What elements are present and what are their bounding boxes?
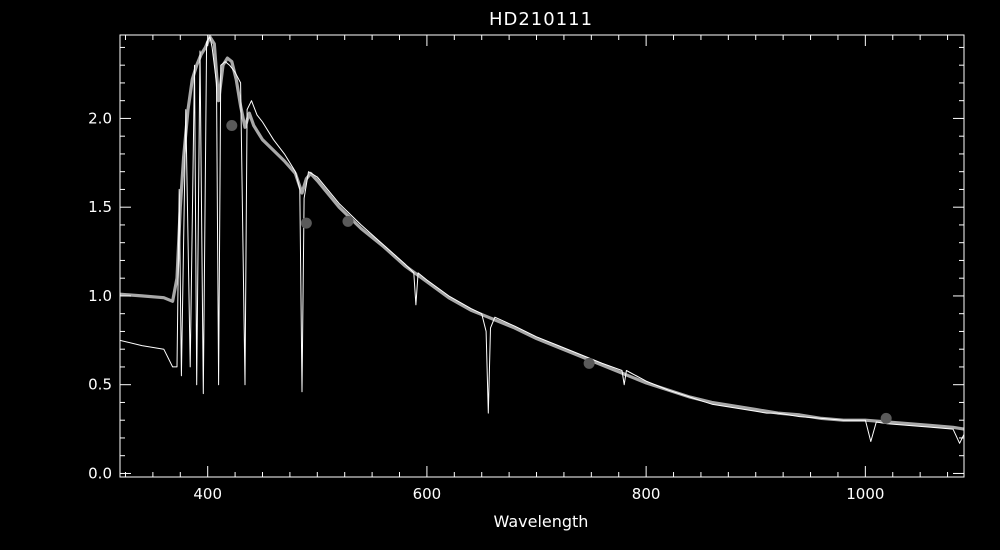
photometry-point	[880, 412, 892, 424]
y-tick-label: 0.0	[88, 464, 112, 482]
photometry-point	[342, 215, 354, 227]
model-spectrum-line	[120, 35, 964, 431]
y-tick-label: 1.5	[88, 198, 112, 216]
y-tick-label: 0.5	[88, 376, 112, 394]
axis-ticks: 400 600 800 1000 0.0 0.5 1.0 1.5 2.0	[88, 35, 964, 503]
axes-frame	[119, 34, 965, 478]
x-tick-label: 600	[413, 485, 442, 503]
x-axis-label: Wavelength	[494, 512, 589, 531]
x-tick-label: 400	[193, 485, 222, 503]
photometry-point	[583, 357, 595, 369]
photometry-point	[226, 120, 238, 132]
y-tick-label: 2.0	[88, 109, 112, 127]
y-tick-label: 1.0	[88, 287, 112, 305]
observed-spectrum-line	[120, 36, 964, 444]
x-tick-label: 1000	[846, 485, 884, 503]
photometry-point	[300, 217, 312, 229]
chart-title: HD210111	[489, 9, 593, 30]
x-tick-label: 800	[632, 485, 661, 503]
plot-area	[120, 35, 964, 444]
